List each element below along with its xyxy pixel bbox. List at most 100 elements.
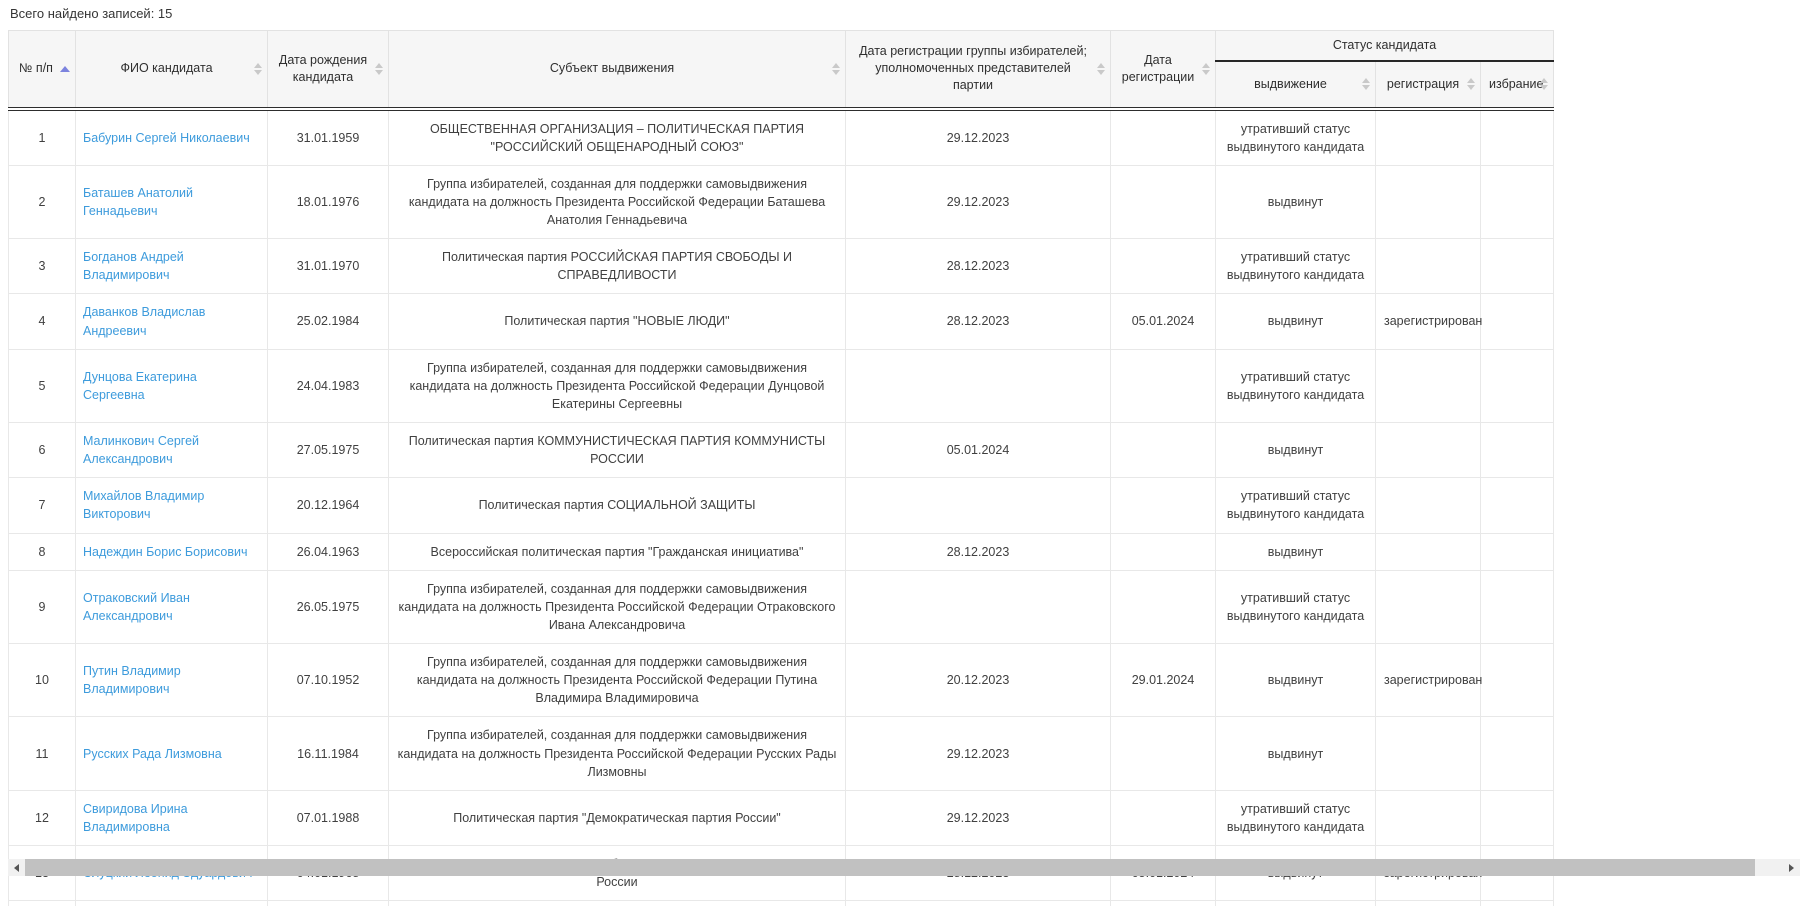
cell-num: 8 <box>8 532 76 571</box>
cell-election <box>1480 900 1554 906</box>
cell-subject: Группа избирателей, созданная для поддер… <box>388 164 846 240</box>
column-header-election-status[interactable]: избрание <box>1480 60 1554 109</box>
cell-election <box>1480 642 1554 718</box>
candidate-link[interactable]: Бабурин Сергей Николаевич <box>83 130 250 145</box>
cell-group-reg: 29.12.2023 <box>845 716 1111 791</box>
cell-nomination: выдвинут <box>1215 642 1376 718</box>
cell-election <box>1480 569 1554 645</box>
table-row: 4 Даванков Владислав Андреевич 25.02.1984 П… <box>8 293 1554 350</box>
cell-nomination: утративший статус выдвинутого кандидата <box>1215 238 1376 295</box>
column-header-birthdate[interactable]: Дата рождения кандидата <box>267 30 389 109</box>
cell-reg-date: 05.01.2024 <box>1110 293 1216 350</box>
column-header-group-registration-date[interactable]: Дата регистрации группы избирателей; упо… <box>845 30 1111 109</box>
cell-election <box>1480 293 1554 350</box>
cell-election <box>1480 164 1554 240</box>
sort-icon <box>1362 78 1370 90</box>
results-count-label: Всего найдено записей: 15 <box>10 6 173 21</box>
cell-nomination: утративший статус выдвинутого кандидата <box>1215 106 1376 166</box>
cell-registration <box>1375 164 1481 240</box>
cell-subject: Политическая партия СОЦИАЛЬНОЙ ЗАЩИТЫ <box>388 477 846 534</box>
cell-reg-date <box>1110 238 1216 295</box>
cell-nomination: утративший статус выдвинутого кандидата <box>1215 569 1376 645</box>
cell-num: 2 <box>8 164 76 240</box>
scrollbar-thumb[interactable] <box>25 859 1755 876</box>
table-row: 3 Богданов Андрей Владимирович 31.01.1970 П… <box>8 238 1554 295</box>
scrollbar-track[interactable] <box>25 859 1783 876</box>
cell-num: 3 <box>8 238 76 295</box>
column-header-fio-label: ФИО кандидата <box>120 61 213 76</box>
candidate-link[interactable]: Михайлов Владимир Викторович <box>83 489 205 522</box>
column-header-registration-status[interactable]: регистрация <box>1375 60 1481 109</box>
cell-birth: 07.01.1988 <box>267 789 389 847</box>
sort-icon <box>1202 62 1210 75</box>
cell-num: 4 <box>8 293 76 350</box>
cell-group-reg <box>845 569 1111 645</box>
table-row: 7 Михайлов Владимир Викторович 20.12.1964 П… <box>8 477 1554 534</box>
column-header-birthdate-label: Дата рождения кандидата <box>278 52 368 84</box>
cell-nomination: утративший статус выдвинутого кандидата <box>1215 789 1376 847</box>
candidates-table: № п/п ФИО кандидата Дата рождения кандид… <box>8 30 1554 906</box>
sort-icon <box>832 62 840 75</box>
sort-icon <box>375 62 383 75</box>
candidate-link[interactable]: Богданов Андрей Владимирович <box>83 250 184 283</box>
cell-registration <box>1375 789 1481 847</box>
cell-election <box>1480 348 1554 424</box>
candidates-table-container: № п/п ФИО кандидата Дата рождения кандид… <box>8 30 1554 906</box>
column-header-nominating-subject[interactable]: Субъект выдвижения <box>388 30 846 109</box>
cell-fio: Малинкович Сергей Александрович <box>75 421 268 479</box>
column-header-nomination-status[interactable]: выдвижение <box>1215 60 1376 109</box>
cell-birth: 31.01.1959 <box>267 106 389 166</box>
cell-subject: Группа избирателей, созданная для поддер… <box>388 348 846 424</box>
candidate-link[interactable]: Малинкович Сергей Александрович <box>83 434 200 467</box>
sort-ascending-icon <box>60 65 70 72</box>
candidate-link[interactable]: Надеждин Борис Борисович <box>83 544 248 559</box>
cell-registration <box>1375 900 1481 906</box>
sort-icon <box>1097 62 1105 75</box>
column-header-registration-date[interactable]: Дата регистрации <box>1110 30 1216 109</box>
column-header-election-status-label: избрание <box>1489 76 1544 91</box>
cell-birth: 20.12.1964 <box>267 477 389 534</box>
candidate-link[interactable]: Отраковский Иван Александрович <box>83 590 190 623</box>
cell-subject: Всероссийская политическая партия "Гражд… <box>388 532 846 571</box>
cell-fio: Русских Рада Лизмовна <box>75 716 268 791</box>
cell-election <box>1480 421 1554 479</box>
candidate-link[interactable]: Даванков Владислав Андреевич <box>83 305 206 338</box>
cell-birth: 25.02.1984 <box>267 293 389 350</box>
cell-nomination: выдвинут <box>1215 421 1376 479</box>
table-row: 5 Дунцова Екатерина Сергеевна 24.04.1983 Гр… <box>8 348 1554 424</box>
cell-num: 5 <box>8 348 76 424</box>
table-row: 9 Отраковский Иван Александрович 26.05.197… <box>8 569 1554 645</box>
table-row: 14Тищенко Александра Евгеньевна15.01.197… <box>8 900 1554 906</box>
scroll-left-button[interactable] <box>8 859 25 876</box>
candidate-link[interactable]: Дунцова Екатерина Сергеевна <box>83 369 197 402</box>
candidate-link[interactable]: Свиридова Ирина Владимировна <box>83 801 188 834</box>
cell-subject: Группа избирателей, созданная для поддер… <box>388 569 846 645</box>
cell-group-reg: 28.12.2023 <box>845 238 1111 295</box>
table-row: 11 Русских Рада Лизмовна 16.11.1984 Группа … <box>8 716 1554 791</box>
candidate-link[interactable]: Путин Владимир Владимирович <box>83 664 181 697</box>
cell-reg-date <box>1110 789 1216 847</box>
cell-group-reg: 29.12.2023 <box>845 789 1111 847</box>
cell-fio: Отраковский Иван Александрович <box>75 569 268 645</box>
candidate-link[interactable]: Баташев Анатолий Геннадьевич <box>83 185 193 218</box>
cell-reg-date: 29.01.2024 <box>1110 642 1216 718</box>
cell-subject: ОБЩЕСТВЕННАЯ ОРГАНИЗАЦИЯ – ПОЛИТИЧЕСКАЯ … <box>388 106 846 166</box>
cell-registration <box>1375 532 1481 571</box>
candidate-link[interactable]: Русских Рада Лизмовна <box>83 746 222 761</box>
cell-election <box>1480 789 1554 847</box>
cell-reg-date <box>1110 348 1216 424</box>
cell-subject: Политическая партия "НОВЫЕ ЛЮДИ" <box>388 293 846 350</box>
cell-fio: Тищенко Александра Евгеньевна <box>75 900 268 906</box>
cell-registration <box>1375 238 1481 295</box>
cell-birth: 26.04.1963 <box>267 532 389 571</box>
scroll-right-button[interactable] <box>1783 859 1800 876</box>
cell-group-reg: 29.12.2023 <box>845 106 1111 166</box>
sort-icon <box>1540 78 1548 90</box>
cell-num: 9 <box>8 569 76 645</box>
cell-group-reg: 29.12.2023 <box>845 164 1111 240</box>
cell-subject: Политическая партия "Демократическая пар… <box>388 789 846 847</box>
horizontal-scrollbar[interactable] <box>8 859 1800 876</box>
column-header-fio[interactable]: ФИО кандидата <box>75 30 268 109</box>
cell-registration: зарегистрирован <box>1375 642 1482 718</box>
column-header-number[interactable]: № п/п <box>8 30 76 109</box>
